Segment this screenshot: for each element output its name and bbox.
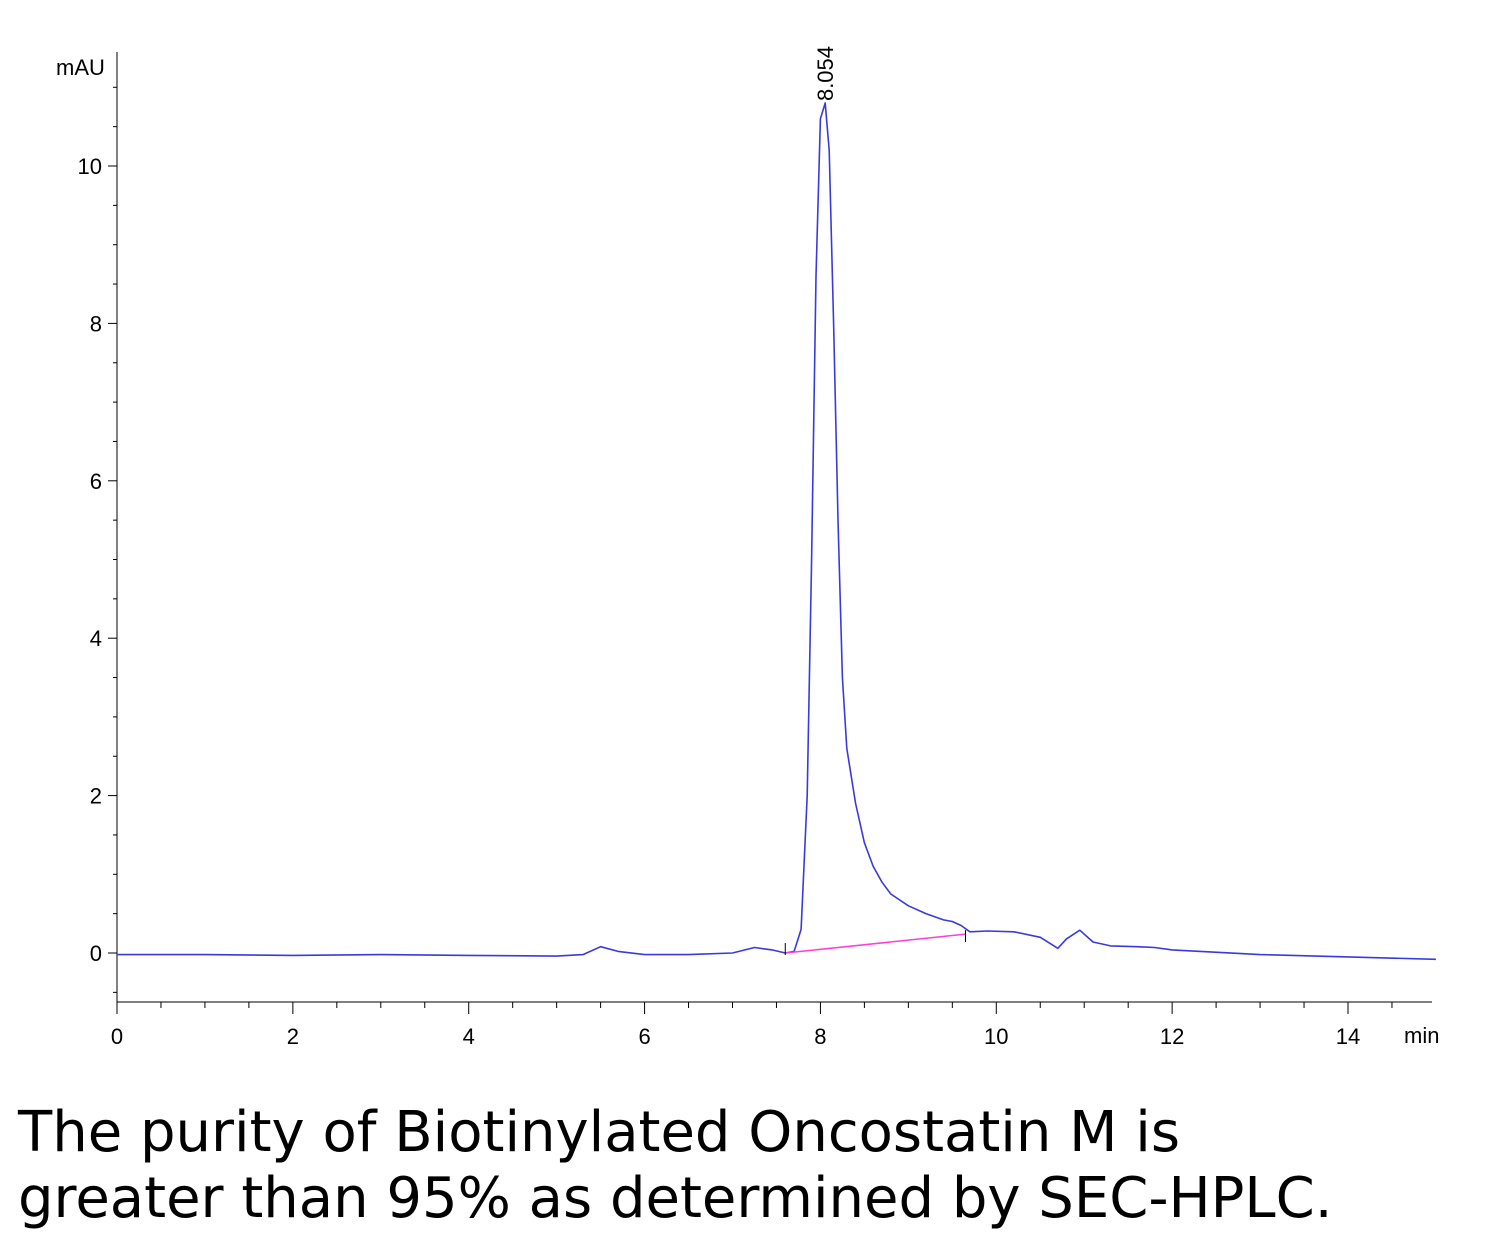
x-tick-label: 0	[111, 1024, 123, 1049]
caption-line-1: The purity of Biotinylated Oncostatin M …	[18, 1100, 1180, 1165]
x-axis-unit-label: min	[1404, 1023, 1439, 1048]
x-tick-label: 8	[814, 1024, 826, 1049]
y-tick-label: 6	[90, 469, 102, 494]
x-tick-label: 10	[984, 1024, 1008, 1049]
x-tick-label: 6	[638, 1024, 650, 1049]
axes: 0 2 4 6 8 10 0 2 4 6 8 10 12 14	[78, 52, 1432, 1049]
integration-baseline	[785, 933, 966, 954]
y-tick-label: 4	[90, 626, 102, 651]
y-tick-label: 8	[90, 311, 102, 336]
caption-line-2: greater than 95% as determined by SEC-HP…	[18, 1166, 1333, 1231]
chart-marks: 8.054	[117, 46, 1436, 961]
x-tick-label: 2	[287, 1024, 299, 1049]
chromatogram-trace	[117, 102, 1436, 961]
chromatogram-chart: 0 2 4 6 8 10 0 2 4 6 8 10 12 14 8.054 mAU min	[56, 46, 1439, 1049]
peak-retention-label: 8.054	[813, 46, 838, 101]
x-tick-label: 12	[1160, 1024, 1184, 1049]
x-tick-label: 4	[463, 1024, 475, 1049]
y-tick-label: 10	[78, 154, 102, 179]
y-tick-label: 2	[90, 784, 102, 809]
caption: The purity of Biotinylated Oncostatin M …	[18, 1100, 1478, 1232]
y-tick-label: 0	[90, 941, 102, 966]
y-axis-unit-label: mAU	[56, 55, 105, 80]
x-tick-label: 14	[1336, 1024, 1360, 1049]
